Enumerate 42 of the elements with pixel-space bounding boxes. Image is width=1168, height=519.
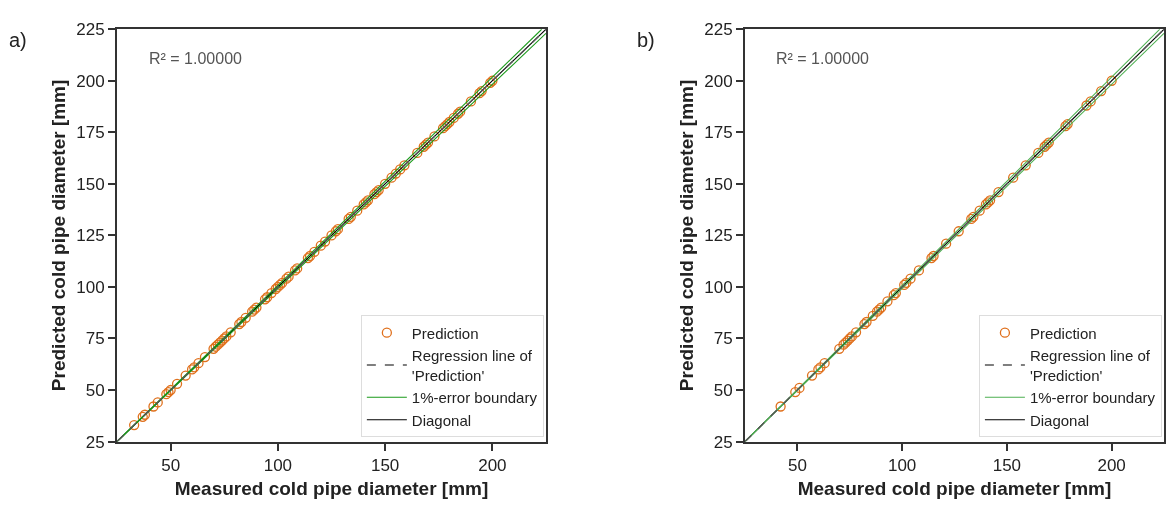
legend-label: Regression line of 'Prediction' xyxy=(1029,347,1151,384)
y-tick-label: 200 xyxy=(76,71,105,91)
y-axis-title: Predicted cold pipe diameter [mm] xyxy=(675,79,697,392)
annotation: R² = 1.00000 xyxy=(776,50,870,67)
y-tick-label: 25 xyxy=(85,432,105,452)
y-tick-label: 25 xyxy=(713,432,733,452)
y-tick-label: 50 xyxy=(85,380,105,400)
x-axis-title: Measured cold pipe diameter [mm] xyxy=(797,478,1112,500)
y-tick-label: 225 xyxy=(704,20,733,40)
y-tick-label: 100 xyxy=(704,277,733,297)
x-axis-title: Measured cold pipe diameter [mm] xyxy=(174,478,489,500)
y-tick-label: 150 xyxy=(704,174,733,194)
y-tick-label: 150 xyxy=(76,174,105,194)
y-tick-label: 175 xyxy=(704,123,733,143)
legend-label: Diagonal xyxy=(411,411,472,429)
y-tick-label: 100 xyxy=(76,277,105,297)
y-tick-label: 75 xyxy=(713,329,733,349)
x-tick-label: 100 xyxy=(887,455,917,475)
y-tick-label: 125 xyxy=(76,226,105,246)
chart-title: a) xyxy=(9,29,27,51)
y-tick-label: 50 xyxy=(713,380,733,400)
x-tick-label: 150 xyxy=(992,455,1022,475)
x-tick-label: 200 xyxy=(478,455,507,475)
x-tick-label: 50 xyxy=(161,455,181,475)
x-tick-label: 100 xyxy=(263,455,293,475)
legend-label: Regression line of 'Prediction' xyxy=(411,347,533,384)
x-tick-label: 200 xyxy=(1097,455,1126,475)
legend-label: 1%-error boundary xyxy=(1029,389,1156,407)
y-axis-title: Predicted cold pipe diameter [mm] xyxy=(47,79,69,392)
x-tick-label: 150 xyxy=(370,455,400,475)
y-tick-label: 200 xyxy=(704,71,733,91)
x-tick-label: 50 xyxy=(787,455,807,475)
chart-title: b) xyxy=(637,29,655,51)
legend-label: Prediction xyxy=(411,324,479,342)
legend-label: 1%-error boundary xyxy=(411,389,538,407)
y-tick-label: 225 xyxy=(76,20,105,40)
legend-label: Prediction xyxy=(1029,324,1097,342)
y-tick-label: 125 xyxy=(704,226,733,246)
annotation: R² = 1.00000 xyxy=(149,50,243,67)
y-tick-label: 75 xyxy=(85,329,105,349)
legend-label: Diagonal xyxy=(1029,411,1090,429)
y-tick-label: 175 xyxy=(76,123,105,143)
